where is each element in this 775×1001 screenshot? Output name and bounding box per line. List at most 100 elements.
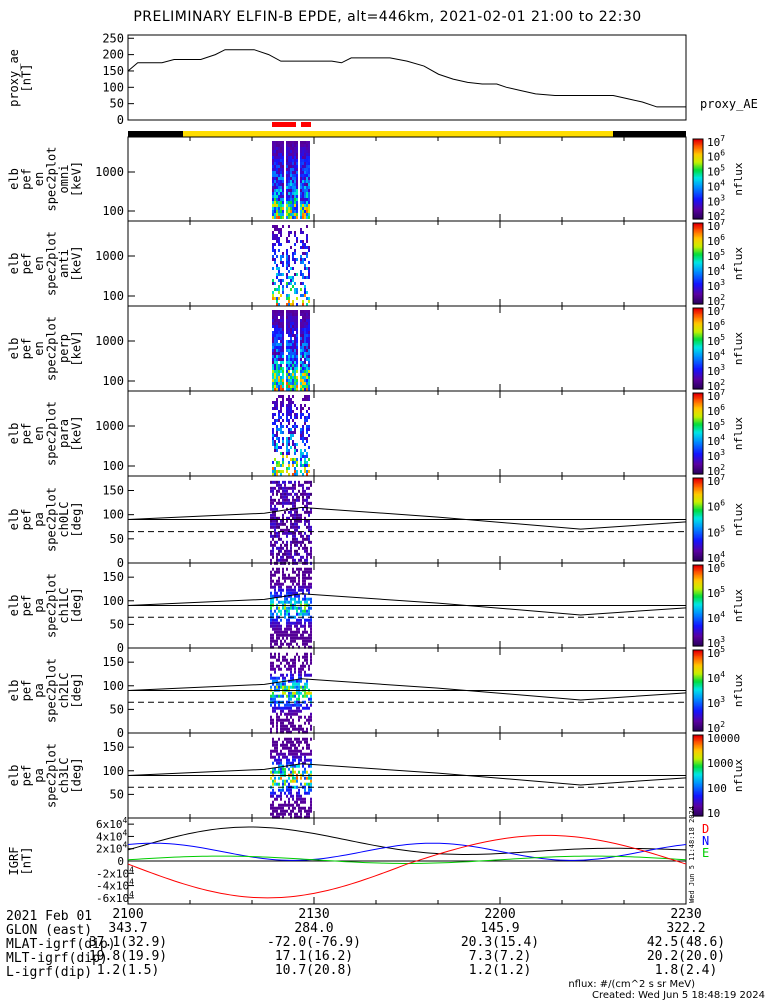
pa_ch0-cell — [296, 552, 298, 556]
en_omni-cell — [294, 183, 296, 186]
pa_ch1-cell — [296, 633, 298, 637]
pa_ch3-cell — [270, 770, 272, 774]
en_para-cell — [296, 464, 298, 467]
pa_ch2-cell — [282, 727, 284, 731]
en_omni-cell — [306, 159, 308, 162]
pa_ch2-cell — [282, 721, 284, 725]
en_omni-cell — [308, 141, 310, 144]
en_anti-cell — [288, 276, 290, 279]
en_anti-cell — [294, 231, 296, 234]
pa_ch1-cell — [282, 642, 284, 646]
pa_ch3-cell — [292, 809, 294, 813]
pa_ch2-colorbar-cell — [693, 728, 703, 731]
pa_ch0-cell — [280, 537, 282, 541]
en_anti-cell — [280, 228, 282, 231]
pa_ch1-colorbar-tick: 106 — [707, 560, 725, 575]
pa_ch2-cell — [278, 694, 280, 698]
pa_ch0-cell — [302, 546, 304, 550]
en_para-cell — [302, 434, 304, 437]
pa_ch2-cell — [304, 658, 306, 662]
pa_ch3-cell — [280, 758, 282, 762]
pa_ch0-label-5: [deg] — [70, 501, 84, 537]
pa_ch2-cell — [292, 664, 294, 668]
pa_ch1-cell — [282, 633, 284, 637]
en_anti-cell — [280, 258, 282, 261]
pa_ch0-cell — [278, 498, 280, 502]
en_perp-cell — [288, 361, 290, 364]
pa_ch1-cell — [294, 591, 296, 595]
pa_ch3-cell — [296, 779, 298, 783]
pa_ch2-cell — [302, 727, 304, 731]
en_perp-cell — [290, 382, 292, 385]
en_omni-label-2: en — [32, 172, 46, 186]
pa_ch0-colorbar-tick: 105 — [707, 524, 725, 539]
pa_ch2-cell — [288, 718, 290, 722]
en_anti-colorbar-cell — [693, 294, 703, 297]
en_perp-cell — [278, 376, 280, 379]
pa_ch1-cell — [288, 576, 290, 580]
en_para-cell — [308, 428, 310, 431]
en_anti-cell — [290, 246, 292, 249]
pa_ch3-cell — [272, 755, 274, 759]
en_omni-cell — [292, 195, 294, 198]
en_omni-cell — [272, 201, 274, 204]
en_para-cell — [296, 470, 298, 473]
pa_ch0-colorbar-cell — [693, 516, 703, 519]
en_omni-cell — [290, 168, 292, 171]
en_omni-cell — [278, 168, 280, 171]
en_perp-cell — [286, 355, 288, 358]
pa_ch3-cell — [298, 788, 300, 792]
en_omni-cell — [276, 195, 278, 198]
pa_ch2-cell — [272, 661, 274, 665]
en_perp-cell — [304, 322, 306, 325]
pa_ch1-cell — [270, 591, 272, 595]
pa_ch1-cell — [278, 576, 280, 580]
pa_ch2-colorbar-cell — [693, 674, 703, 677]
en_omni-colorbar-cell — [693, 208, 703, 211]
en_anti-cell — [276, 300, 278, 303]
pa_ch0-cell — [280, 486, 282, 490]
pa_ch3-cell — [274, 782, 276, 786]
pa_ch2-cell — [274, 706, 276, 710]
en_anti-colorbar-tick: 104 — [707, 263, 725, 278]
pa_ch0-cell — [290, 546, 292, 550]
pa_ch1-cell — [288, 594, 290, 598]
pa_ch1-cell — [270, 621, 272, 625]
pa_ch0-cell — [276, 522, 278, 526]
pa_ch0-cell — [306, 510, 308, 514]
en_para-cell — [308, 416, 310, 419]
en_perp-cell — [276, 370, 278, 373]
en_omni-cell — [272, 195, 274, 198]
pa_ch0-cell — [292, 489, 294, 493]
pa_ch2-cell — [276, 712, 278, 716]
pa_ch2-cell — [308, 691, 310, 695]
en_omni-cell — [296, 192, 298, 195]
en_anti-cell — [274, 243, 276, 246]
en_para-cell — [308, 470, 310, 473]
en_perp-cell — [300, 388, 302, 391]
pa_ch2-cell — [280, 718, 282, 722]
footer-mlt-2200: 7.3(7.2) — [469, 949, 532, 964]
pa_ch3-colorbar-cell — [693, 745, 703, 748]
pa_ch3-cell — [274, 743, 276, 747]
pa_ch0-cell — [304, 492, 306, 496]
en_perp-cell — [278, 373, 280, 376]
pa_ch1-cell — [304, 579, 306, 583]
pa_ch3-cell — [274, 767, 276, 771]
en_perp-colorbar-cell — [693, 362, 703, 364]
pa_ch3-cell — [298, 743, 300, 747]
pa_ch2-cell — [280, 727, 282, 731]
en_perp-cell — [274, 343, 276, 346]
en_perp-colorbar-cell — [693, 325, 703, 328]
en_perp-colorbar-cell — [693, 318, 703, 321]
en_anti-cell — [304, 291, 306, 294]
en_omni-cell — [290, 189, 292, 192]
en_para-colorbar-cell — [693, 424, 703, 426]
en_para-colorbar-cell — [693, 401, 703, 404]
pa_ch3-cell — [274, 776, 276, 780]
pa_ch0-cell — [274, 504, 276, 508]
en_perp-cell — [290, 328, 292, 331]
pa_ch0-cell — [296, 516, 298, 520]
pa_ch2-cell — [270, 676, 272, 680]
en_perp-cell — [306, 346, 308, 349]
